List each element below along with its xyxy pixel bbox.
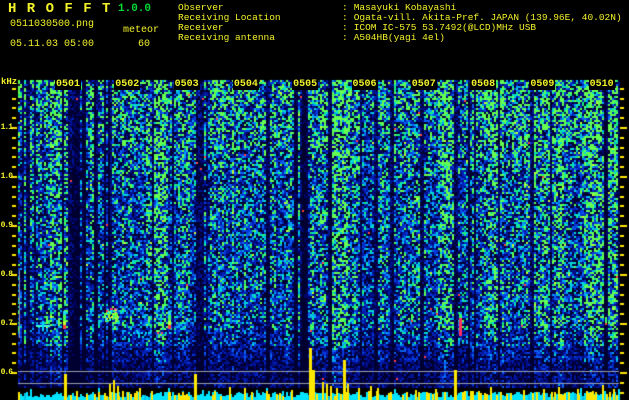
station-info-row: Receiving antenna: A504HB(yagi 4el) [178,33,622,43]
x-tick-label: 0508 [470,79,497,90]
x-tick-label: 0505 [292,79,319,90]
app-version: 1.0.0 [118,3,152,15]
interval-label: 60 [138,39,151,50]
colon-separator: : [342,2,348,13]
output-filename: 0511030500.png [10,19,95,30]
station-info-label: Receiver [178,22,224,33]
station-info-value: A504HB(yagi 4el) [353,32,445,43]
y-tick-label: 0.6 [0,368,13,377]
station-info-value: Masayuki Kobayashi [353,2,457,13]
station-info-label: Receiving antenna [178,32,275,43]
station-info-block: Observer: Masayuki Kobayashi Receiving Loc… [178,3,622,43]
colon-separator: : [342,12,348,23]
datetime-label: 05.11.03 05:00 [10,39,95,50]
x-tick-label: 0502 [114,79,141,90]
station-info-label: Receiving Location [178,12,281,23]
colon-separator: : [342,32,348,43]
x-tick-label: 0506 [351,79,378,90]
mode-label: meteor [123,25,160,36]
frequency-axis-unit: kHz [1,77,18,87]
station-info-row: Receiver: ICOM IC-575 53.7492(@LCD)MHz US… [178,23,622,33]
y-tick-label: 0.9 [0,221,13,230]
colon-separator: : [342,22,348,33]
station-info-label: Observer [178,2,224,13]
y-tick-label: 0.7 [0,319,13,328]
x-tick-label: 0501 [54,79,82,90]
app-title: H R O F F T [8,1,112,17]
x-tick-label: 0509 [529,79,556,90]
station-info-row: Receiving Location: Ogata-vill. Akita-Pre… [178,13,622,23]
station-info-value: Ogata-vill. Akita-Pref. JAPAN (139.96E, … [353,12,622,23]
station-info-value: ICOM IC-575 53.7492(@LCD)MHz USB [353,22,537,33]
x-tick-label: 0503 [173,79,200,90]
station-info-row: Observer: Masayuki Kobayashi [178,3,622,13]
x-tick-label: 0510 [588,79,615,90]
y-tick-label: 1.1 [0,123,13,132]
y-tick-label: 0.8 [0,270,13,279]
x-tick-label: 0504 [232,79,259,90]
y-tick-label: 1.0 [0,172,13,181]
x-tick-label: 0507 [410,79,437,90]
